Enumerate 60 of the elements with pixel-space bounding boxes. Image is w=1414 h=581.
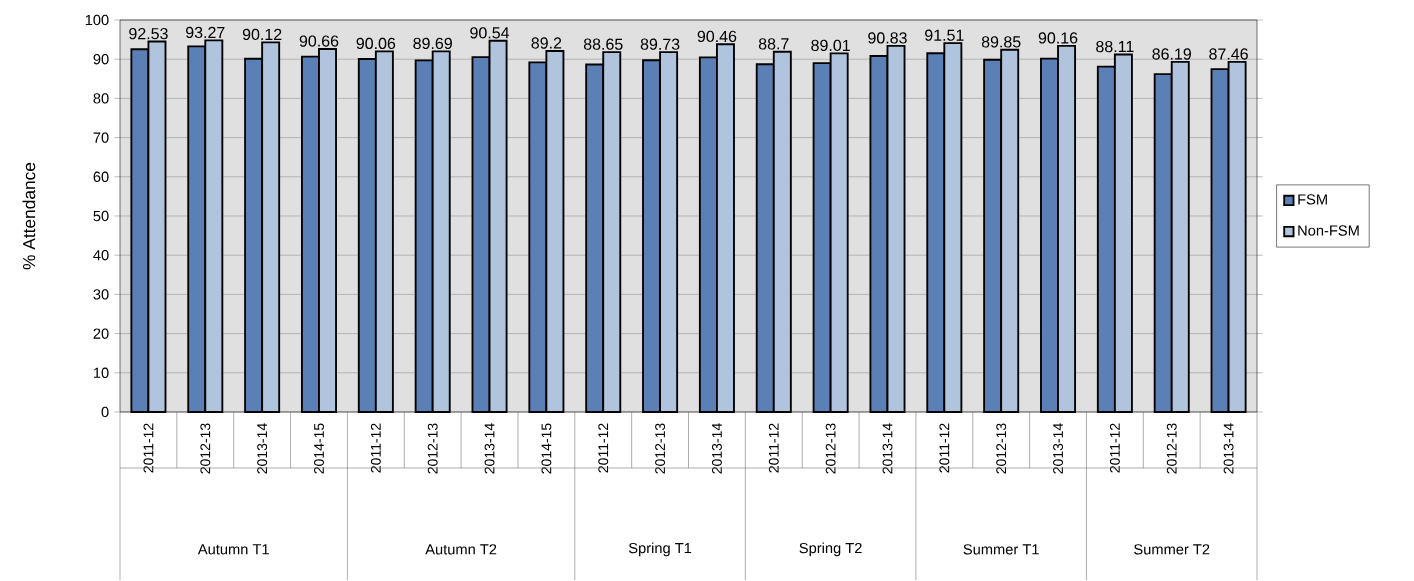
x-tick-label: 2011-12 (939, 423, 950, 473)
y-tick-label: 80 (93, 93, 109, 104)
data-label: 89.01 (811, 39, 850, 52)
x-tick-label: 2014-15 (314, 423, 324, 474)
y-tick-label: 60 (93, 171, 109, 182)
y-tick-label: 20 (93, 328, 109, 339)
data-label: 88.11 (1096, 40, 1134, 53)
y-tick-label: 90 (93, 54, 109, 65)
data-label: 87.46 (1209, 48, 1248, 60)
x-tick-label: 2011-12 (598, 423, 609, 473)
data-label: 90.16 (1038, 32, 1078, 44)
data-label: 90.46 (697, 30, 737, 43)
data-label: 88.65 (583, 38, 623, 50)
y-axis-title: % Attendance (22, 162, 36, 270)
x-tick-label: 2013-14 (257, 423, 268, 474)
y-tick-label: 30 (93, 289, 109, 300)
y-tick-label: 10 (93, 367, 109, 378)
x-tick-label: 2011-12 (370, 423, 381, 473)
x-tick-label: 2011-12 (1109, 423, 1120, 473)
text: Spring T1 (628, 542, 692, 557)
y-tick-label: 50 (93, 210, 109, 222)
x-tick-label: 2013-14 (882, 423, 893, 474)
data-label: 90.66 (299, 35, 339, 47)
y-tick-label: 70 (93, 132, 109, 143)
data-label: 86.19 (1152, 48, 1191, 60)
text: Autumn T2 (425, 544, 497, 555)
x-tick-label: 2012-13 (1166, 423, 1177, 474)
x-tick-label: 2012-13 (655, 423, 666, 474)
data-label: 88.7 (758, 38, 789, 50)
data-label: 90.06 (356, 37, 396, 50)
data-label: 89.73 (640, 38, 680, 50)
text: Autumn T1 (197, 544, 269, 555)
data-label: 90.54 (470, 27, 510, 39)
legend-label: FSM (1298, 194, 1327, 205)
x-tick-label: 2011-12 (143, 423, 154, 473)
text: Summer T1 (963, 544, 1039, 555)
x-tick-label: 2013-14 (1053, 423, 1063, 474)
data-label: 91.51 (925, 29, 964, 41)
data-label: 89.69 (413, 37, 452, 50)
data-label: 92.53 (129, 27, 168, 40)
y-tick-label: 100 (85, 14, 109, 26)
y-tick-label: 0 (101, 406, 109, 418)
x-tick-label: 2012-13 (427, 423, 438, 474)
x-tick-label: 2011-12 (768, 423, 779, 473)
x-tick-label: 2012-13 (200, 423, 211, 474)
x-tick-label: 2012-13 (825, 423, 836, 474)
x-tick-label: 2013-14 (1223, 423, 1234, 474)
data-label: 90.12 (242, 28, 282, 41)
legend-label: Non-FSM (1298, 225, 1359, 236)
data-label: 89.85 (981, 36, 1021, 48)
text: Spring T2 (799, 542, 862, 557)
x-tick-label: 2014-15 (541, 423, 552, 474)
text: Summer T2 (1134, 544, 1210, 555)
x-tick-label: 2013-14 (484, 423, 495, 474)
x-tick-label: 2013-14 (711, 423, 722, 474)
data-label: 90.83 (868, 32, 907, 44)
y-tick-label: 40 (93, 250, 109, 261)
x-tick-label: 2012-13 (996, 423, 1007, 474)
data-label: 89.2 (531, 37, 562, 49)
data-label: 93.27 (186, 26, 225, 39)
